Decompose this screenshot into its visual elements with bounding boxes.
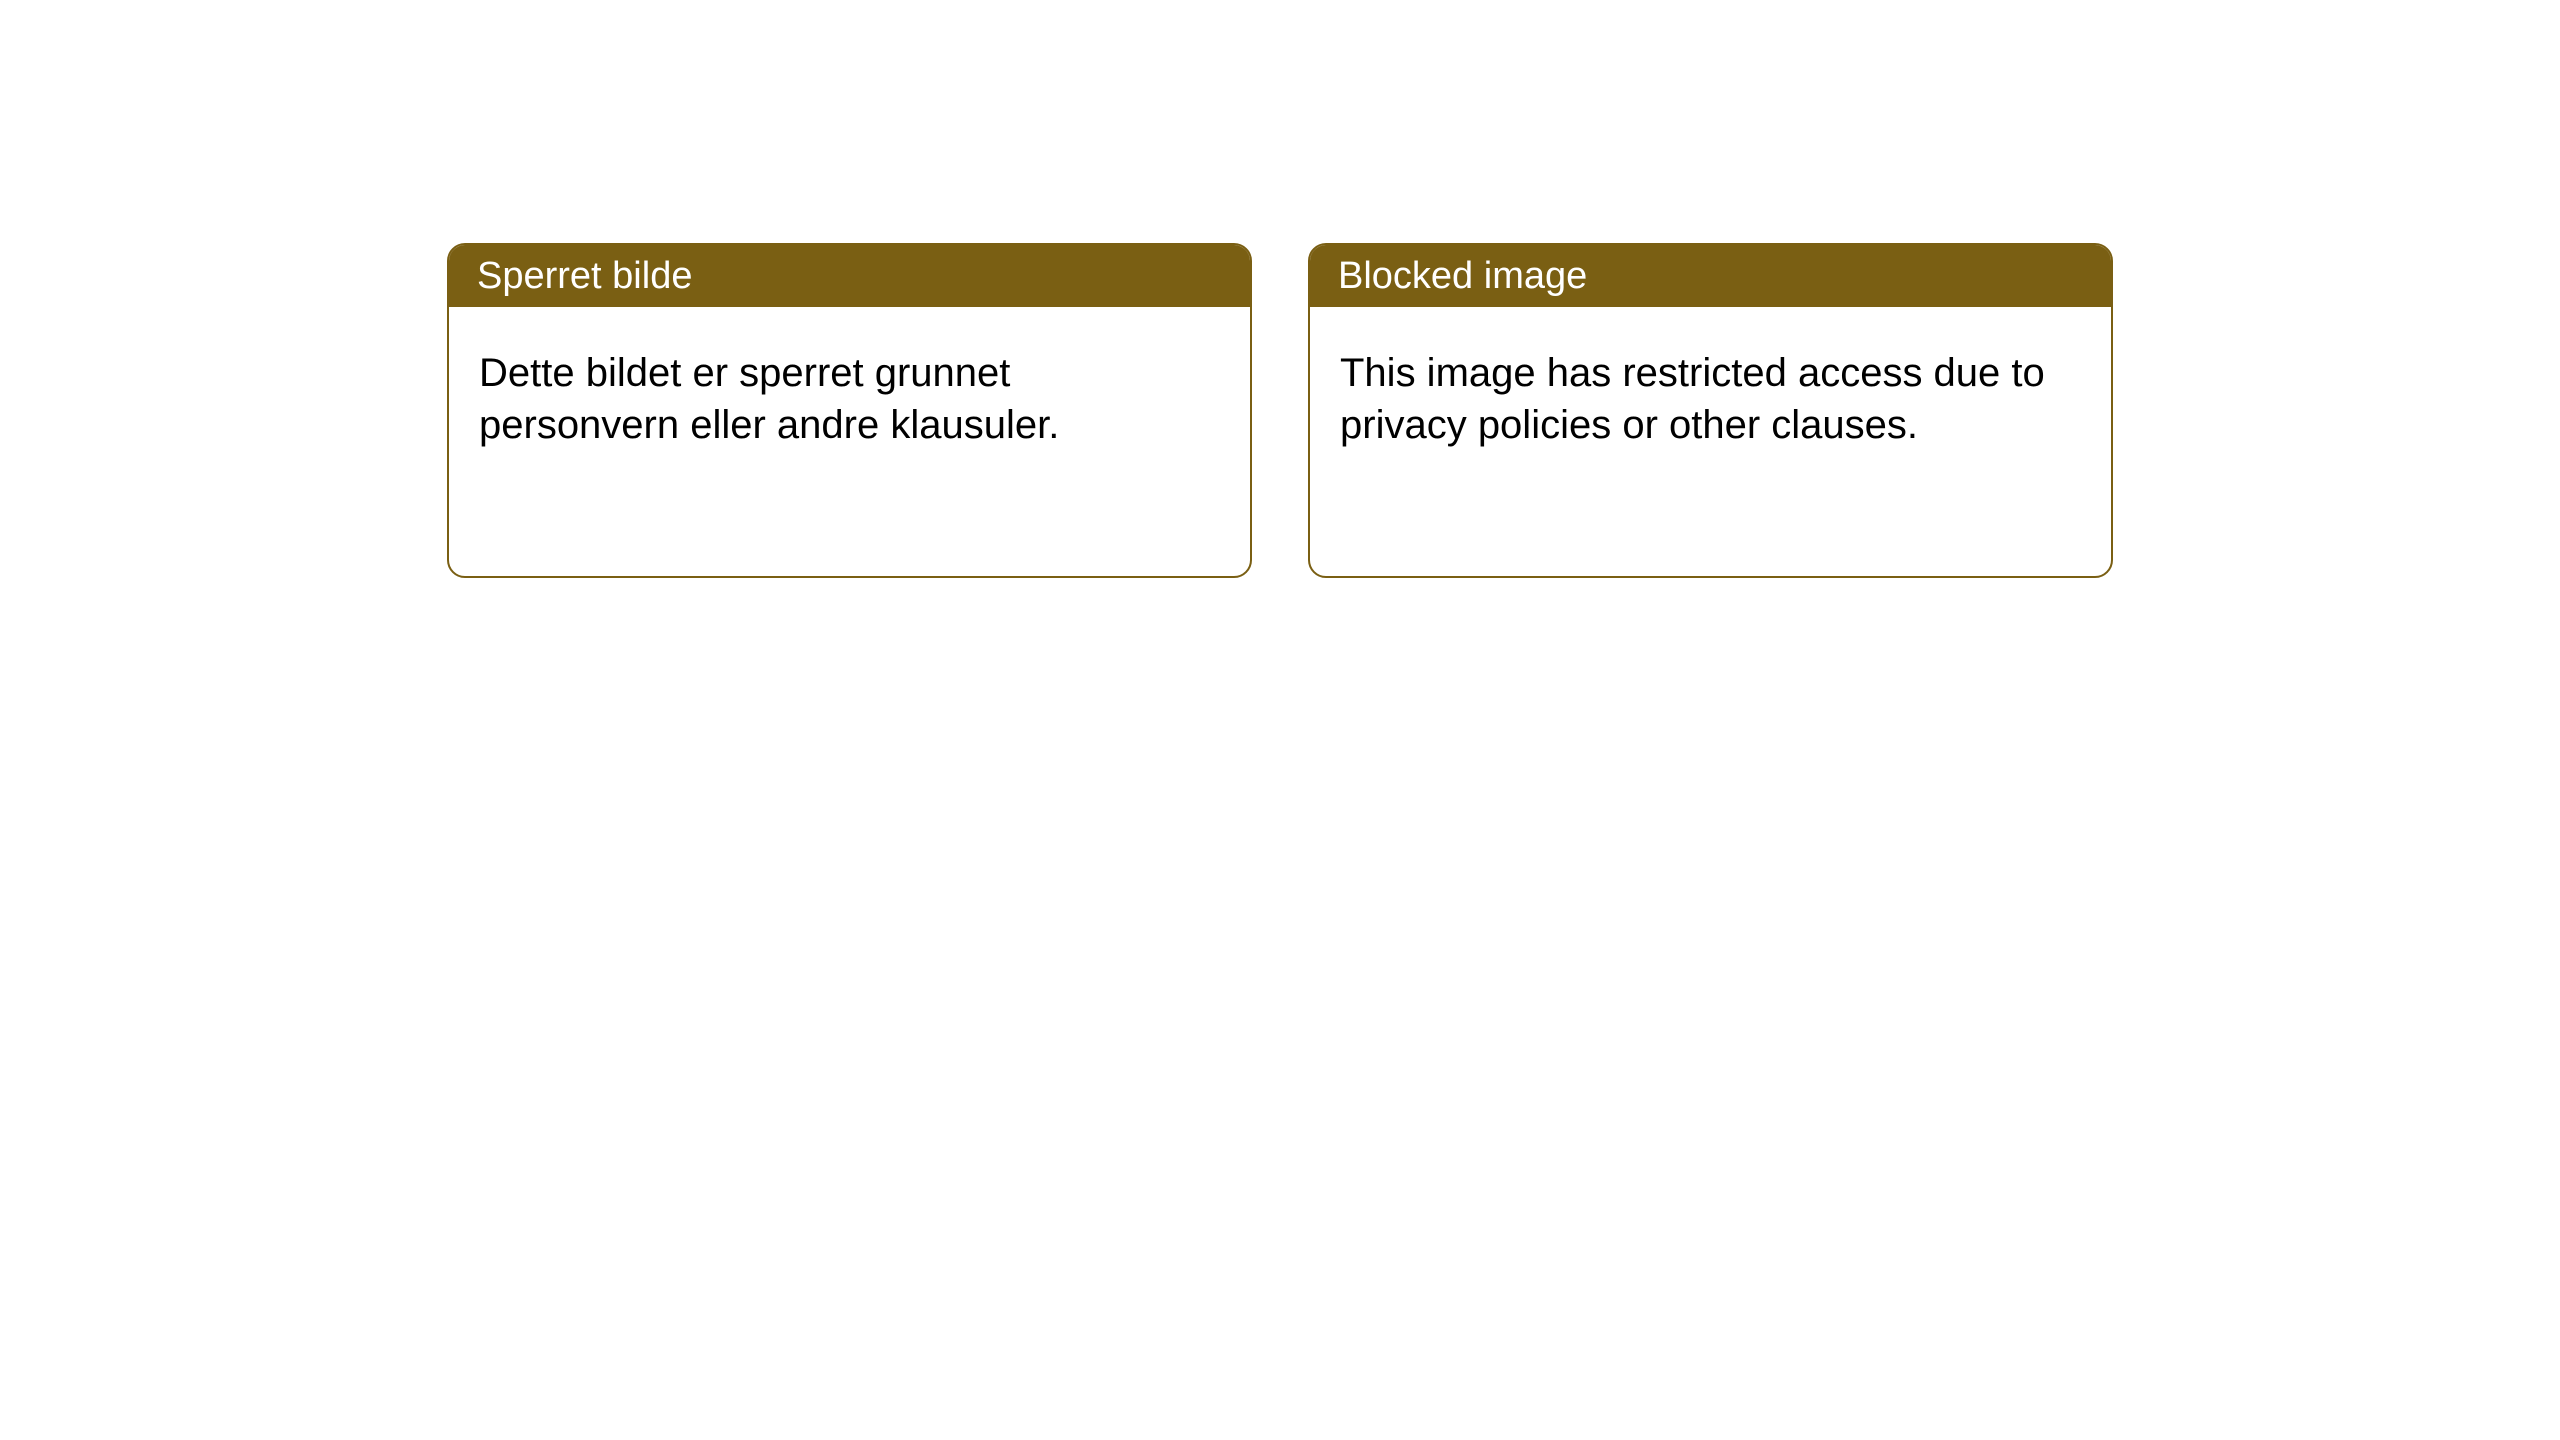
notice-cards-container: Sperret bilde Dette bildet er sperret gr… — [447, 243, 2113, 578]
card-body-english: This image has restricted access due to … — [1310, 307, 2111, 491]
card-header-norwegian: Sperret bilde — [449, 245, 1250, 307]
card-title-english: Blocked image — [1338, 255, 1587, 298]
blocked-image-card-norwegian: Sperret bilde Dette bildet er sperret gr… — [447, 243, 1252, 578]
card-message-english: This image has restricted access due to … — [1340, 351, 2045, 447]
blocked-image-card-english: Blocked image This image has restricted … — [1308, 243, 2113, 578]
card-message-norwegian: Dette bildet er sperret grunnet personve… — [479, 351, 1059, 447]
card-title-norwegian: Sperret bilde — [477, 255, 692, 298]
card-header-english: Blocked image — [1310, 245, 2111, 307]
card-body-norwegian: Dette bildet er sperret grunnet personve… — [449, 307, 1250, 491]
